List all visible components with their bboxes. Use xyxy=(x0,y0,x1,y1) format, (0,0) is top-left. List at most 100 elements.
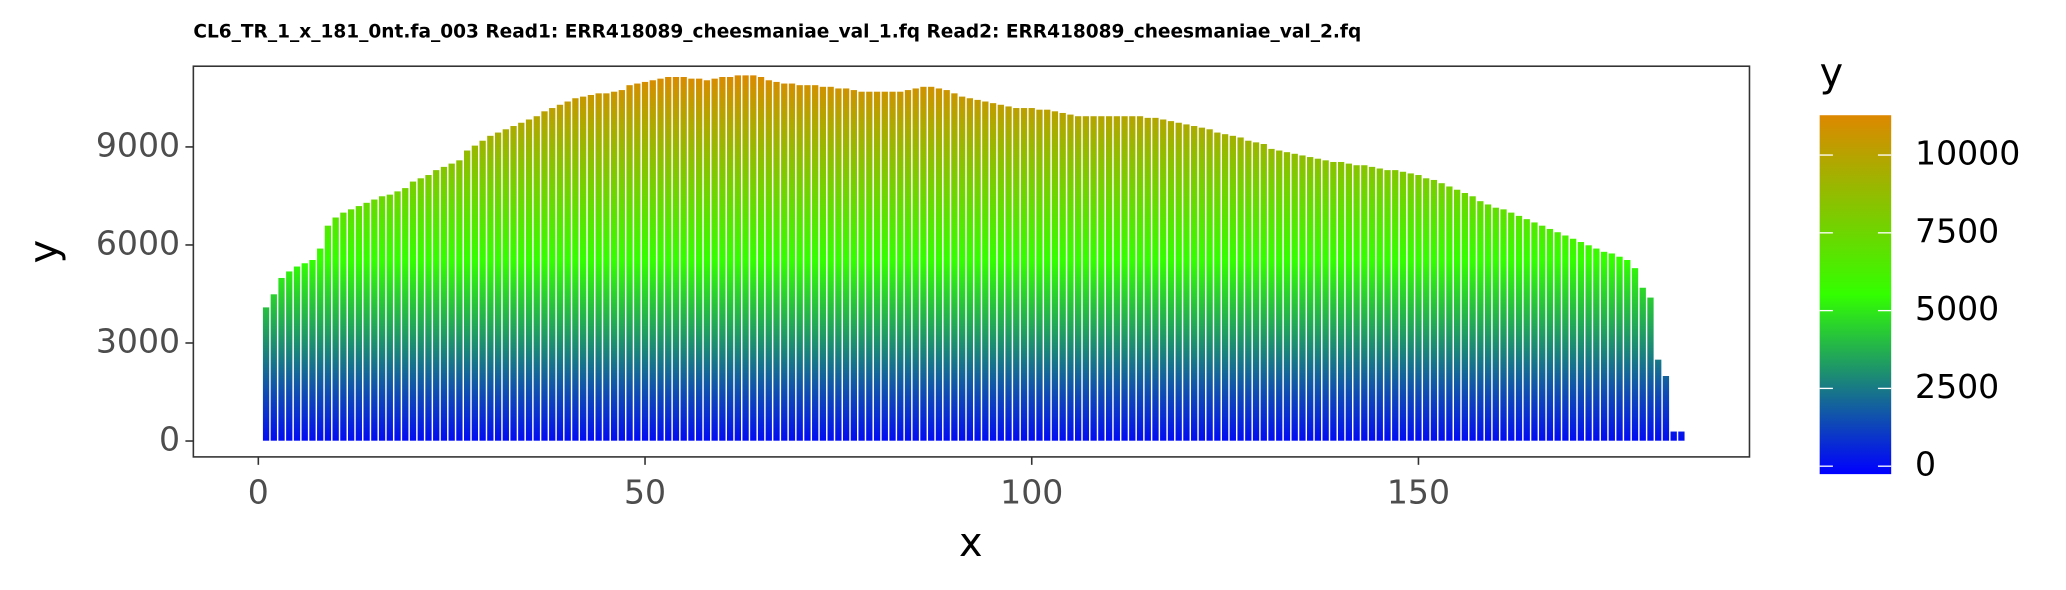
bar xyxy=(1522,218,1531,442)
bar xyxy=(269,293,278,442)
bar xyxy=(1352,164,1361,442)
bar xyxy=(819,86,827,442)
bar xyxy=(1105,115,1113,442)
bar xyxy=(610,91,618,442)
x-axis-label: x xyxy=(959,520,983,566)
bar xyxy=(432,169,441,442)
bar xyxy=(1259,143,1268,442)
colorbar-label: 0 xyxy=(1915,445,1936,484)
y-tick-label: 6000 xyxy=(96,223,180,262)
bar xyxy=(355,205,363,442)
x-tick-label: 50 xyxy=(624,472,666,511)
bar xyxy=(362,202,371,442)
bar xyxy=(308,259,317,442)
bar xyxy=(734,74,742,442)
bar xyxy=(795,84,804,442)
bar xyxy=(1623,259,1632,442)
bar xyxy=(973,99,982,442)
bar xyxy=(803,84,812,442)
bar xyxy=(896,91,905,442)
bar xyxy=(741,74,750,442)
colorbar-label: 2500 xyxy=(1915,367,1999,406)
bar xyxy=(633,82,642,442)
bar xyxy=(1321,159,1330,442)
bar xyxy=(1012,107,1021,442)
bar xyxy=(1638,287,1647,442)
bar xyxy=(842,87,850,442)
bar xyxy=(1600,251,1608,442)
bar xyxy=(703,79,711,442)
bar xyxy=(996,104,1005,442)
bar xyxy=(1167,120,1175,442)
bar xyxy=(1530,221,1539,442)
bar xyxy=(1430,179,1438,442)
plot-border xyxy=(192,65,1751,458)
bar xyxy=(904,89,912,442)
bar xyxy=(385,193,394,442)
bar xyxy=(1406,172,1415,442)
bar xyxy=(1375,167,1384,442)
colorbar-label: 7500 xyxy=(1915,211,1999,250)
bar xyxy=(393,190,402,442)
bar xyxy=(1662,375,1670,442)
bar xyxy=(1089,115,1098,442)
bar xyxy=(1020,107,1028,442)
bar xyxy=(262,306,270,442)
bar xyxy=(1074,115,1082,442)
bar xyxy=(1399,171,1407,442)
bar xyxy=(911,87,920,442)
bar xyxy=(378,195,386,442)
bar xyxy=(339,211,348,442)
bar xyxy=(1515,215,1523,442)
bar xyxy=(919,86,928,442)
bar xyxy=(594,92,603,442)
bar xyxy=(1221,133,1229,442)
bar xyxy=(1190,125,1198,442)
bar xyxy=(966,97,974,442)
bar xyxy=(1561,234,1570,442)
bar xyxy=(293,265,301,442)
bar xyxy=(850,89,858,442)
bar xyxy=(478,140,487,442)
bar xyxy=(1198,126,1206,442)
chart-title: CL6_TR_1_x_181_0nt.fa_003 Read1: ERR4180… xyxy=(193,21,1361,42)
y-axis-label: y xyxy=(21,240,67,264)
bar xyxy=(958,95,966,442)
bar xyxy=(1314,158,1322,442)
bar xyxy=(687,77,696,442)
bar xyxy=(710,77,719,442)
bar xyxy=(1267,148,1276,442)
bar xyxy=(857,91,866,442)
bar xyxy=(447,162,456,442)
bar xyxy=(764,79,773,442)
bar xyxy=(1383,169,1392,442)
bar xyxy=(1468,195,1477,442)
bar xyxy=(1151,117,1160,442)
bar xyxy=(532,115,541,442)
bar xyxy=(1491,207,1500,442)
bar xyxy=(424,174,433,442)
bar xyxy=(718,76,727,442)
bar xyxy=(1646,296,1655,442)
bar xyxy=(579,95,587,442)
bar xyxy=(517,122,526,442)
bar xyxy=(1306,156,1314,442)
bar xyxy=(1159,118,1168,442)
bar xyxy=(1437,182,1446,442)
bar xyxy=(695,77,703,442)
bar xyxy=(641,81,649,442)
x-tick-label: 150 xyxy=(1387,472,1450,511)
bar xyxy=(757,76,765,442)
bar xyxy=(316,247,325,442)
bar xyxy=(324,225,332,442)
bar xyxy=(1027,107,1036,442)
bar xyxy=(1422,177,1430,442)
bar xyxy=(1445,185,1454,442)
bar xyxy=(1035,109,1044,442)
bar xyxy=(1607,252,1616,442)
bar xyxy=(1553,231,1562,442)
bar xyxy=(1499,208,1508,442)
bar xyxy=(1252,141,1260,442)
bar xyxy=(1229,135,1237,442)
